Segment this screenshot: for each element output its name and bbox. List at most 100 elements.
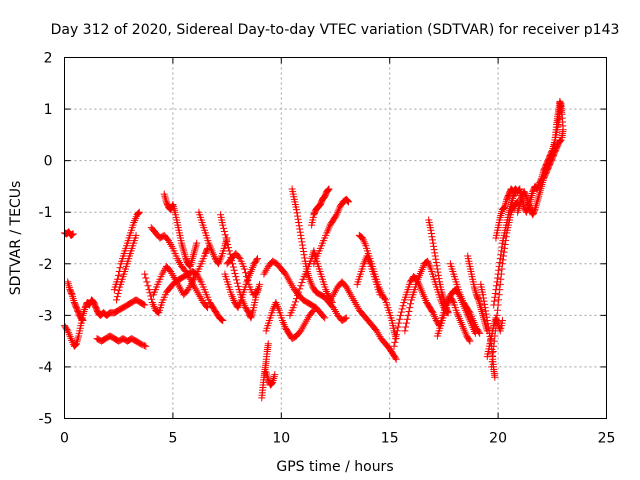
data-point: [224, 240, 232, 248]
series-s2: [61, 228, 77, 239]
series-s24: [355, 231, 400, 343]
x-axis-label: GPS time / hours: [276, 459, 393, 475]
data-point: [218, 316, 226, 324]
data-point: [332, 212, 340, 220]
data-point: [178, 241, 186, 249]
series-s6: [113, 231, 140, 304]
data-point: [134, 210, 142, 218]
data-point: [71, 341, 79, 349]
data-point: [223, 237, 231, 245]
data-point: [392, 331, 400, 339]
data-point: [465, 307, 473, 315]
series-s37: [492, 185, 524, 242]
data-point: [435, 275, 443, 283]
data-point: [290, 301, 298, 309]
data-point: [397, 308, 405, 316]
y-tick-label: 1: [44, 102, 53, 118]
data-point: [397, 311, 405, 319]
series-s25: [353, 252, 384, 299]
data-point: [465, 336, 473, 344]
data-point: [235, 253, 243, 261]
data-point: [537, 176, 545, 184]
data-point: [229, 263, 237, 271]
data-point: [142, 342, 150, 350]
series-s5: [110, 208, 143, 294]
data-point: [475, 328, 483, 336]
series-s10: [149, 244, 212, 299]
data-point: [495, 291, 503, 299]
data-point: [79, 317, 87, 325]
data-point: [65, 282, 73, 290]
x-tick-label: 0: [60, 431, 69, 447]
data-point: [180, 247, 188, 255]
data-point: [220, 228, 228, 236]
data-point: [498, 243, 506, 251]
data-point: [433, 265, 441, 273]
data-point: [403, 319, 411, 327]
series-s17: [260, 257, 329, 322]
data-point: [489, 353, 497, 361]
data-point: [381, 295, 389, 303]
data-point: [160, 190, 168, 198]
data-point: [482, 307, 490, 315]
data-point: [141, 270, 149, 278]
data-point: [325, 185, 333, 193]
data-point: [295, 219, 303, 227]
data-point: [484, 323, 492, 331]
data-point: [74, 334, 82, 342]
data-point: [132, 231, 140, 239]
data-point: [427, 229, 435, 237]
data-point: [432, 258, 440, 266]
y-tick-label: 0: [44, 154, 53, 170]
x-tick-label: 25: [598, 431, 616, 447]
data-point: [179, 245, 187, 253]
data-point: [242, 269, 250, 277]
data-point: [342, 314, 350, 322]
data-point: [189, 253, 197, 261]
data-point: [493, 311, 501, 319]
series-s18: [262, 298, 318, 343]
data-point: [430, 246, 438, 254]
data-point: [324, 186, 332, 194]
series-s4: [93, 332, 150, 350]
data-point: [491, 373, 499, 381]
series-s9: [160, 190, 201, 270]
data-point: [431, 249, 439, 257]
data-point: [474, 295, 482, 303]
data-point: [492, 317, 500, 325]
data-point: [427, 226, 435, 234]
data-point: [300, 251, 308, 259]
data-point: [298, 278, 306, 286]
data-point: [494, 306, 502, 314]
series-s31: [433, 293, 474, 345]
chart-title: Day 312 of 2020, Sidereal Day-to-day VTE…: [51, 22, 620, 38]
data-point: [477, 306, 485, 314]
series-s3: [64, 278, 87, 325]
data-point: [135, 209, 143, 217]
data-point: [490, 297, 498, 305]
data-point: [192, 243, 200, 251]
data-point: [490, 337, 498, 345]
data-point: [428, 307, 436, 315]
data-point: [189, 251, 197, 259]
data-point: [190, 249, 198, 257]
data-point: [490, 342, 498, 350]
data-point: [221, 231, 229, 239]
data-point: [428, 233, 436, 241]
data-point: [309, 307, 317, 315]
plot-frame: [64, 57, 607, 419]
data-point: [293, 209, 301, 217]
data-point: [203, 302, 211, 310]
data-point: [180, 249, 188, 257]
data-point: [407, 300, 415, 308]
data-point: [391, 338, 399, 346]
data-point: [491, 327, 499, 335]
y-tick-label: -2: [39, 257, 53, 273]
series-s20: [286, 247, 336, 319]
data-point: [143, 278, 151, 286]
data-point: [78, 315, 86, 323]
data-point: [524, 204, 532, 212]
data-point: [298, 238, 306, 246]
data-point: [292, 295, 300, 303]
data-point: [495, 266, 503, 274]
